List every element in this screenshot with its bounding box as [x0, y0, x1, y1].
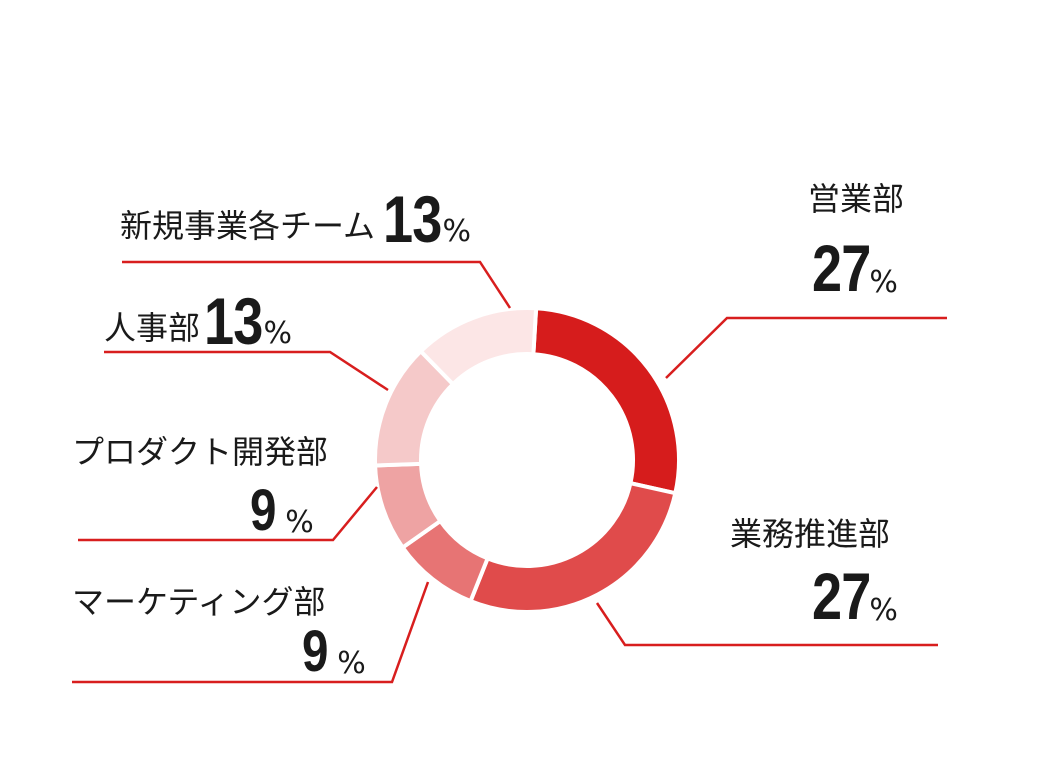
percent-sign: %	[869, 265, 898, 300]
donut-slice-5	[417, 306, 539, 387]
label-gyomu: 業務推進部	[730, 509, 890, 555]
leader-line-2	[72, 581, 430, 684]
value-product: 9 %	[250, 477, 314, 544]
label-marketing: マーケティング部	[72, 577, 325, 623]
slice-label: 営業部	[808, 180, 905, 218]
value-eigyo: 27 %	[812, 230, 898, 306]
label-product: プロダクト開発部	[72, 427, 328, 473]
percent-sign: %	[442, 214, 471, 249]
slice-label: プロダクト開発部	[72, 433, 329, 471]
percent-sign: %	[869, 593, 898, 628]
label-shinki: 新規事業各チーム 13 %	[120, 181, 471, 257]
slice-value: 27	[812, 231, 871, 305]
slice-label: 人事部	[104, 309, 201, 347]
slice-label: 業務推進部	[730, 515, 891, 553]
slice-label: マーケティング部	[72, 583, 326, 621]
leader-line-1	[595, 602, 938, 647]
label-eigyo: 営業部	[808, 174, 904, 220]
percent-sign: %	[263, 316, 292, 351]
percent-sign: %	[337, 646, 366, 681]
leader-line-4	[104, 350, 389, 392]
value-marketing: 9 %	[302, 618, 366, 685]
slice-value: 13	[383, 182, 442, 256]
leader-line-3	[78, 486, 378, 542]
slice-value: 13	[204, 284, 263, 358]
leader-lines	[72, 260, 947, 684]
slice-value: 27	[812, 559, 871, 633]
donut-slice-0	[531, 306, 681, 496]
donut-slice-1	[467, 480, 678, 614]
slice-value: 9	[250, 478, 276, 543]
percent-sign: %	[285, 505, 314, 540]
label-jinji: 人事部 13 %	[104, 283, 292, 359]
slice-value: 9	[302, 619, 328, 684]
donut-slices	[373, 306, 681, 614]
value-gyomu: 27 %	[812, 558, 898, 634]
leader-line-5	[122, 260, 512, 309]
leader-line-0	[665, 316, 947, 379]
slice-label: 新規事業各チーム	[120, 207, 376, 245]
